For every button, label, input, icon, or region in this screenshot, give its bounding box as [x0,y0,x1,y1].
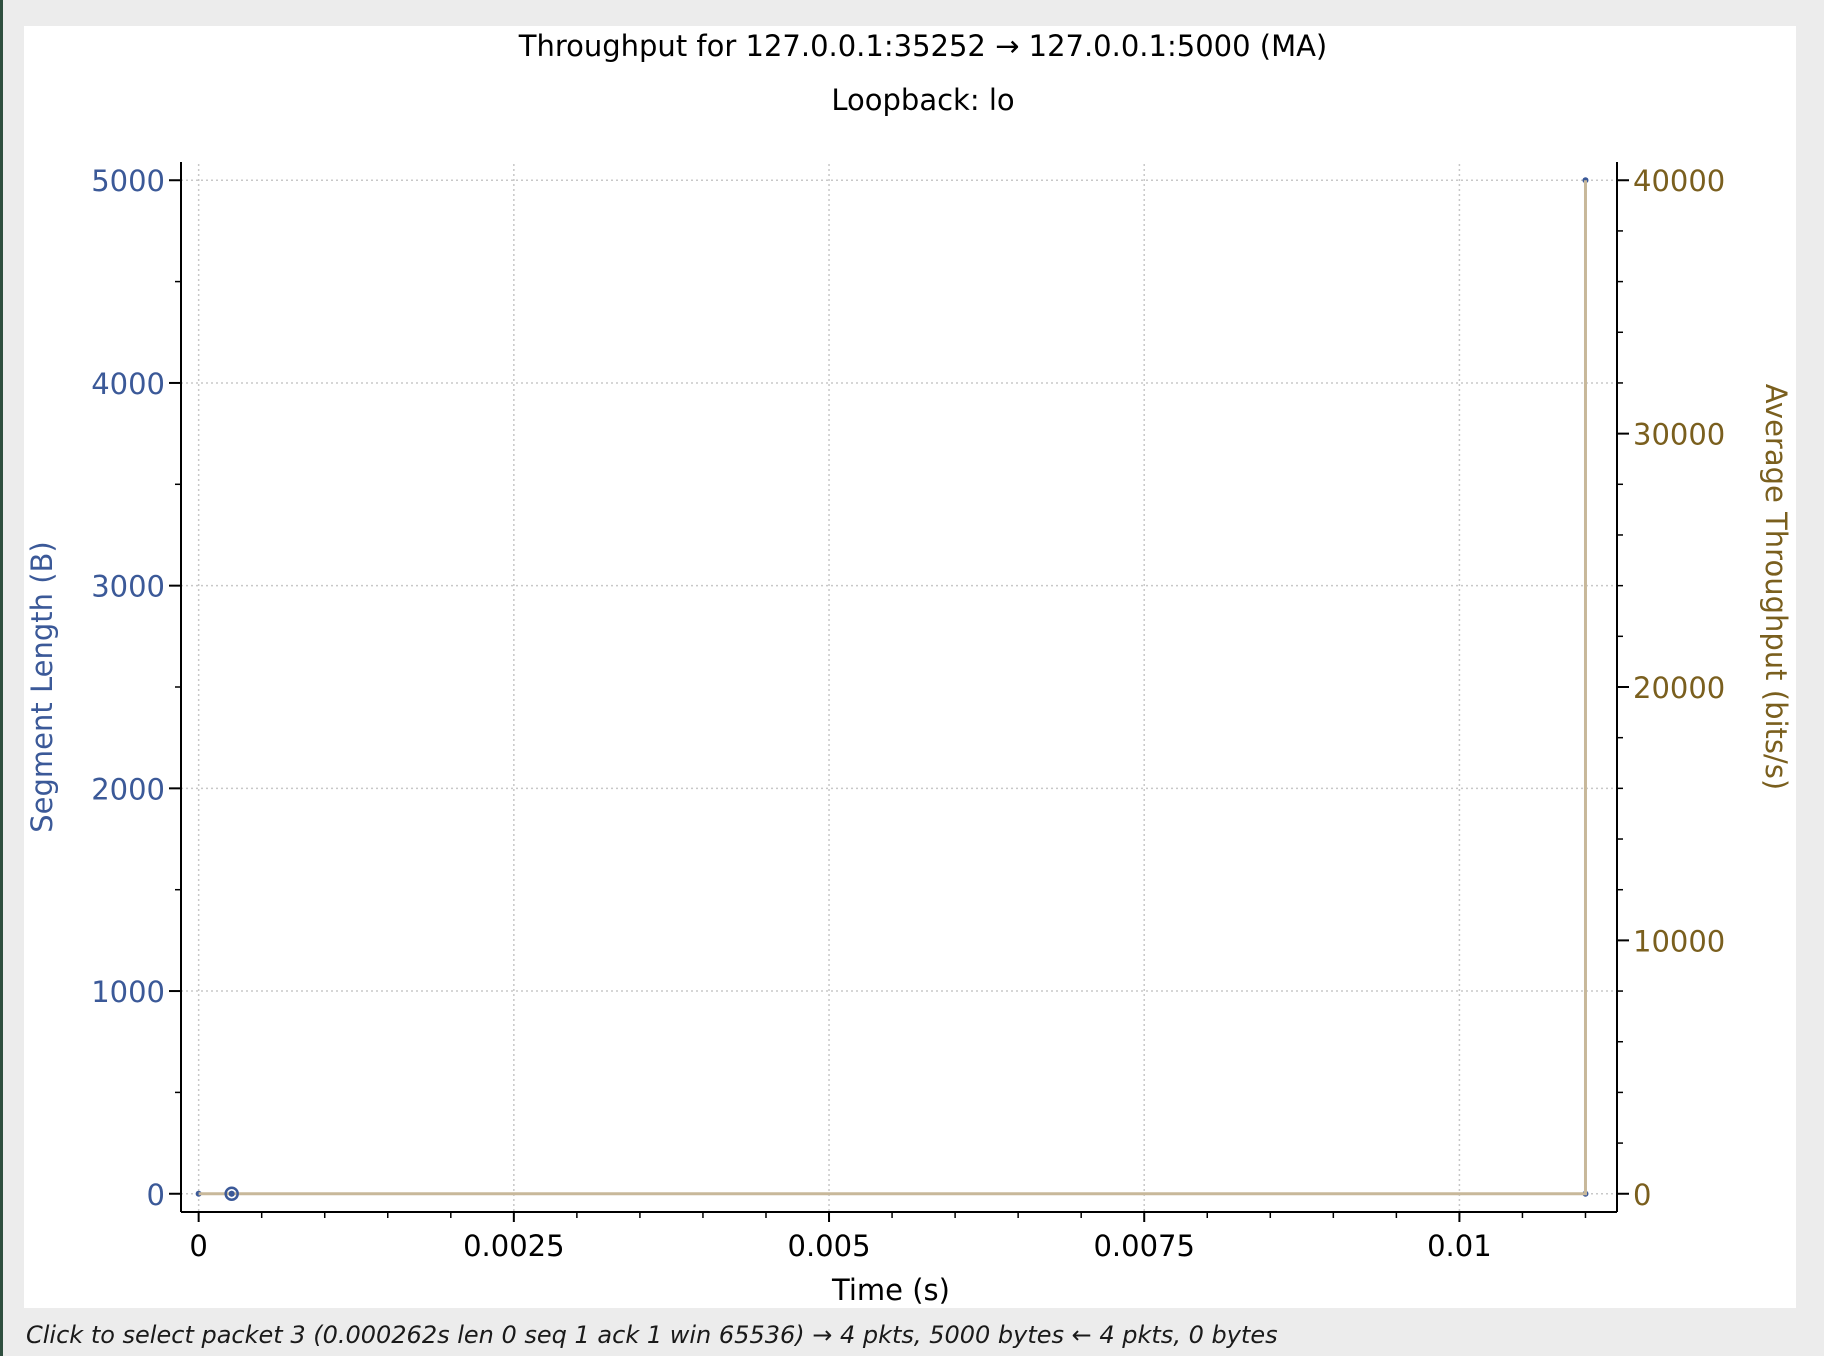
y-left-tick-label: 0 [147,1178,165,1212]
y-right-axis-title: Average Throughput (bits/s) [1759,384,1793,790]
y-right-tick-label: 40000 [1633,164,1725,198]
x-tick-label: 0.0025 [463,1229,564,1263]
window-edge [0,0,3,1356]
y-right-tick-label: 30000 [1633,418,1725,452]
x-tick-label: 0 [189,1229,207,1263]
x-tick-label: 0.005 [788,1229,871,1263]
plot-area[interactable]: Throughput for 127.0.0.1:35252 → 127.0.0… [24,26,1796,1308]
x-axis-title: Time (s) [831,1273,950,1307]
selected-point-marker [224,1186,239,1202]
chart-title: Throughput for 127.0.0.1:35252 → 127.0.0… [518,29,1328,63]
x-tick-label: 0.0075 [1093,1229,1194,1263]
y-left-tick-label: 5000 [91,164,165,198]
status-hint: Click to select packet 3 (0.000262s len … [26,1321,1278,1349]
throughput-chart[interactable]: Throughput for 127.0.0.1:35252 → 127.0.0… [24,26,1796,1308]
y-left-tick-label: 1000 [91,975,165,1009]
y-right-tick-label: 10000 [1633,924,1725,958]
y-left-tick-label: 3000 [91,570,165,604]
selected-point-dot [228,1190,235,1197]
y-left-axis-title: Segment Length (B) [25,541,59,833]
y-left-tick-label: 4000 [91,367,165,401]
y-right-tick-label: 0 [1633,1178,1651,1212]
throughput-line [198,180,1587,1196]
chart-subtitle: Loopback: lo [831,83,1014,117]
x-tick-label: 0.01 [1427,1229,1492,1263]
y-left-tick-label: 2000 [91,772,165,806]
y-right-tick-label: 20000 [1633,671,1725,705]
